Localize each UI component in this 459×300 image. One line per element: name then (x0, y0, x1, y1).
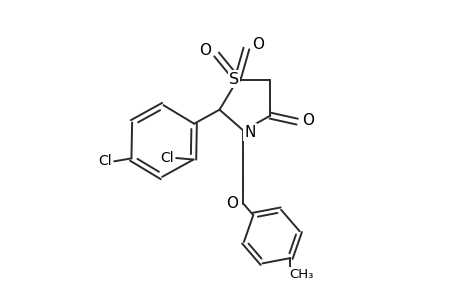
Text: O: O (226, 196, 238, 211)
Text: O: O (199, 44, 211, 59)
Text: CH₃: CH₃ (289, 268, 313, 281)
Text: O: O (251, 38, 263, 52)
Text: Cl: Cl (159, 151, 173, 165)
Text: S: S (228, 72, 238, 87)
Text: O: O (302, 112, 314, 128)
Text: N: N (244, 124, 255, 140)
Text: Cl: Cl (98, 154, 111, 168)
